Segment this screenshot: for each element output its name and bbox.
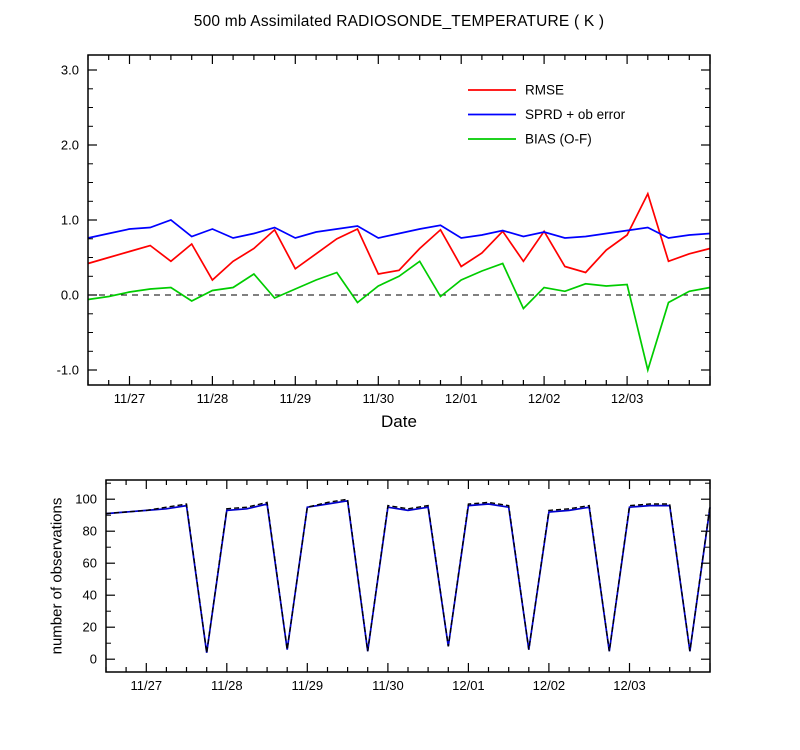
y-tick-label: 3.0 (61, 63, 79, 78)
x-tick-label: 11/28 (211, 678, 243, 693)
x-tick-label: 12/03 (611, 391, 644, 406)
x-tick-label: 11/27 (131, 678, 163, 693)
y-tick-label: 20 (83, 620, 97, 635)
y-tick-label: 60 (83, 556, 97, 571)
top-panel: 11/27 11/28 11/29 11/30 12/01 12/02 12/03 -1.0 0… (57, 54, 711, 406)
y-tick-label: 1.0 (61, 213, 79, 228)
plot-frame (87, 54, 711, 386)
y-tick-label: 100 (75, 492, 97, 507)
bias-o-f-line (87, 260, 711, 374)
bottom-panel: 11/27 11/28 11/29 11/30 12/01 12/02 12/03 0 20 40… (75, 479, 711, 693)
legend: RMSE SPRD + ob error BIAS (O-F) (468, 83, 626, 147)
y-tick-label: 2.0 (61, 138, 79, 153)
sprd-ob-error-line (87, 219, 711, 239)
y-tick-label: 80 (83, 524, 97, 539)
x-tick-label: 12/02 (533, 678, 566, 693)
chart-title: 500 mb Assimilated RADIOSONDE_TEMPERATUR… (193, 13, 605, 30)
x-tick-label: 11/29 (292, 678, 324, 693)
legend-label: BIAS (O-F) (525, 132, 592, 147)
x-tick-label: 11/29 (280, 391, 312, 406)
y-tick-label: 40 (83, 588, 97, 603)
series-1-line (105, 498, 711, 653)
legend-label: SPRD + ob error (525, 107, 626, 122)
legend-label: RMSE (525, 83, 564, 98)
x-tick-label: 12/02 (528, 391, 561, 406)
y-tick-label: 0 (90, 652, 97, 667)
x-tick-label: 12/03 (613, 678, 646, 693)
x-axis-label-date: Date (381, 412, 417, 431)
x-tick-label: 12/01 (445, 391, 478, 406)
rmse-line (87, 191, 711, 282)
y-axis-label-observations: number of observations (48, 497, 66, 655)
x-tick-label: 11/30 (363, 391, 395, 406)
x-tick-label: 11/30 (372, 678, 404, 693)
y-tick-label: -1.0 (57, 363, 79, 378)
x-tick-label: 12/01 (452, 678, 485, 693)
x-tick-label: 11/27 (114, 391, 146, 406)
x-tick-label: 11/28 (197, 391, 229, 406)
y-tick-label: 0.0 (61, 288, 79, 303)
